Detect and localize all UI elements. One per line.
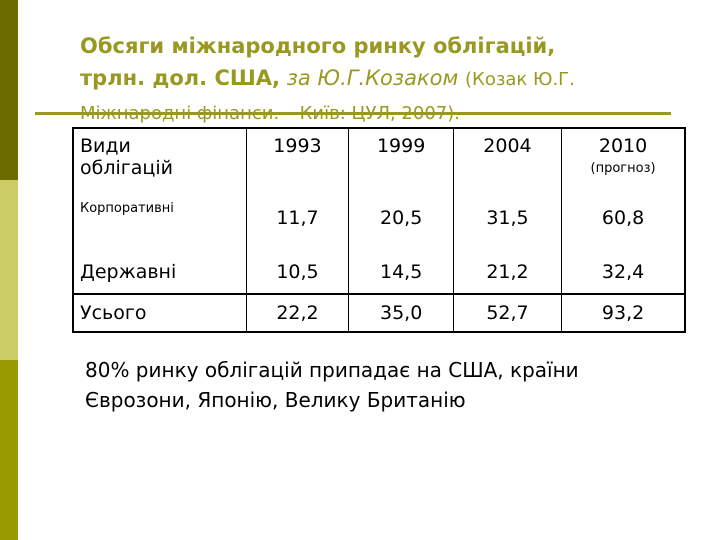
table-cell: 11,7	[245, 201, 349, 251]
header-cell: Види облігацій	[73, 128, 246, 201]
header-row: Види облігацій 1993 1999 2004 2010 (прогноз)	[73, 128, 685, 201]
stripe	[0, 180, 18, 360]
title-author: за Ю.Г.Козаком	[286, 66, 459, 90]
table-cell: 60,8	[561, 201, 685, 251]
header-cell: 1999	[348, 128, 454, 201]
header-text: 2004	[483, 135, 532, 157]
table-cell: 93,2	[561, 293, 685, 332]
note: 80% ринку облігацій припадає на США, кра…	[85, 358, 579, 412]
header-text: 2010	[598, 135, 648, 157]
title: Обсяги міжнародного ринку облігацій, трл…	[80, 30, 650, 130]
stripe	[0, 0, 18, 180]
header-cell: 2004	[452, 128, 562, 201]
header-cell: 2010 (прогноз)	[561, 128, 685, 201]
table-row: Корпоративні 11,7 20,5 31,5 60,8	[73, 201, 685, 251]
header-text: Види облігацій	[80, 135, 173, 179]
stripe	[0, 360, 18, 540]
table-cell: Усього	[73, 293, 247, 332]
table-cell: 21,2	[452, 251, 562, 294]
header-text: 1993	[273, 135, 322, 157]
table-cell: 14,5	[348, 251, 454, 294]
table-cell: Державні	[80, 261, 177, 283]
rule	[35, 112, 671, 115]
table-cell: 31,5	[452, 201, 562, 251]
table-row: Державні 10,5 14,5 21,2 32,4	[73, 251, 685, 294]
table-cell: 10,5	[245, 251, 349, 294]
header-text: 1999	[376, 135, 426, 157]
title-line: трлн. дол. США,	[80, 66, 281, 90]
table: Види облігацій 1993 1999 2004 2010 (прогноз) К…	[72, 127, 686, 333]
title-line: Обсяги міжнародного ринку облігацій,	[80, 34, 556, 58]
table-cell: Корпоративні	[80, 201, 174, 216]
header-note: (прогноз)	[590, 161, 656, 176]
table-cell: 52,7	[452, 293, 562, 332]
table-cell: 20,5	[348, 201, 454, 251]
table-cell: 32,4	[561, 251, 685, 294]
header-cell: 1993	[245, 128, 349, 201]
table-cell: 22,2	[245, 293, 349, 332]
table-row: Усього 22,2 35,0 52,7 93,2	[73, 293, 685, 332]
table-cell: 35,0	[348, 293, 454, 332]
